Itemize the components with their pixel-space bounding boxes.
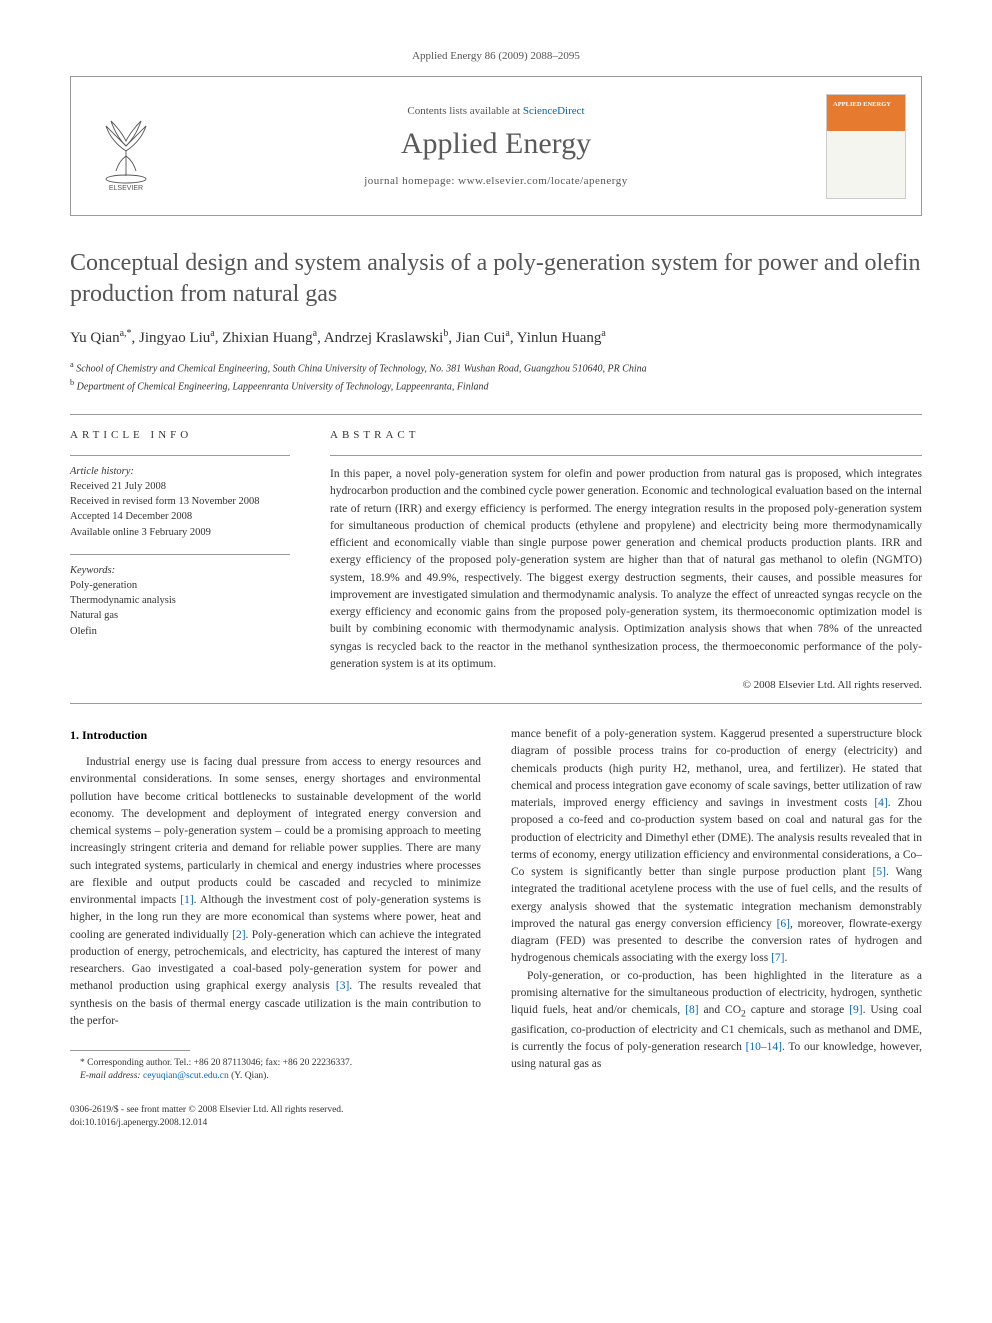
divider-info [70,455,290,456]
corresponding-author-footnote: * Corresponding author. Tel.: +86 20 871… [70,1057,481,1084]
corr-line-2: E-mail address: ceyuqian@scut.edu.cn (Y.… [70,1070,481,1083]
cover-thumb-cell: APPLIED ENERGY [811,77,921,215]
affiliations: a School of Chemistry and Chemical Engin… [70,359,922,394]
footnote-rule [70,1050,190,1051]
elsevier-tree-icon: ELSEVIER [91,101,161,191]
keyword: Natural gas [70,608,290,623]
corr-author-name: (Y. Qian). [231,1071,269,1081]
affil-sup: b [70,378,74,387]
abstract-heading: ABSTRACT [330,429,922,441]
article-history-block: Article history: Received 21 July 2008 R… [70,466,290,540]
issn-line: 0306-2619/$ - see front matter © 2008 El… [70,1104,481,1117]
divider-bottom [70,703,922,704]
sciencedirect-link[interactable]: ScienceDirect [523,105,585,117]
article-info-column: ARTICLE INFO Article history: Received 2… [70,429,290,691]
citation-link[interactable]: [5] [873,866,886,878]
article-title: Conceptual design and system analysis of… [70,248,922,310]
divider-abstract [330,455,922,456]
history-line: Available online 3 February 2009 [70,525,290,540]
intro-paragraph-2: mance benefit of a poly-generation syste… [511,726,922,968]
meta-and-abstract-row: ARTICLE INFO Article history: Received 2… [70,429,922,691]
citation-link[interactable]: [9] [849,1004,862,1016]
keywords-block: Keywords: Poly-generation Thermodynamic … [70,565,290,639]
affil-sup: a [70,360,74,369]
citation-link[interactable]: [8] [685,1004,698,1016]
citation-link[interactable]: [6] [777,918,790,930]
corr-line-1: * Corresponding author. Tel.: +86 20 871… [70,1057,481,1070]
citation-link[interactable]: [1] [180,894,193,906]
authors-line: Yu Qiana,*, Jingyao Liua, Zhixian Huanga… [70,328,922,347]
citation-link[interactable]: [4] [874,797,887,809]
abstract-column: ABSTRACT In this paper, a novel poly-gen… [330,429,922,691]
contents-prefix: Contents lists available at [407,105,522,117]
history-line: Received in revised form 13 November 200… [70,494,290,509]
journal-reference: Applied Energy 86 (2009) 2088–2095 [70,50,922,62]
abstract-copyright: © 2008 Elsevier Ltd. All rights reserved… [330,679,922,691]
abstract-text: In this paper, a novel poly-generation s… [330,466,922,673]
keyword: Thermodynamic analysis [70,593,290,608]
corresponding-email-link[interactable]: ceyuqian@scut.edu.cn [143,1071,229,1081]
article-info-heading: ARTICLE INFO [70,429,290,441]
journal-homepage: journal homepage: www.elsevier.com/locat… [364,175,628,187]
intro-paragraph-3: Poly-generation, or co-production, has b… [511,968,922,1074]
doi-line: doi:10.1016/j.apenergy.2008.12.014 [70,1117,481,1130]
citation-link[interactable]: [3] [336,980,349,992]
citation-link[interactable]: [2] [232,929,245,941]
citation-link[interactable]: [10–14] [746,1041,782,1053]
body-two-column: 1. Introduction Industrial energy use is… [70,726,922,1130]
body-column-right: mance benefit of a poly-generation syste… [511,726,922,1130]
divider-top [70,414,922,415]
divider-keywords [70,554,290,555]
citation-link[interactable]: [7] [771,952,784,964]
affiliation-a: a School of Chemistry and Chemical Engin… [70,359,922,376]
keywords-heading: Keywords: [70,565,290,576]
keyword: Olefin [70,624,290,639]
page-container: Applied Energy 86 (2009) 2088–2095 ELSEV… [0,0,992,1170]
affiliation-b: b Department of Chemical Engineering, La… [70,377,922,394]
affil-text: School of Chemistry and Chemical Enginee… [76,364,646,375]
section-1-heading: 1. Introduction [70,726,481,744]
intro-paragraph-1: Industrial energy use is facing dual pre… [70,754,481,1030]
page-footer: 0306-2619/$ - see front matter © 2008 El… [70,1104,481,1131]
publisher-logo-cell: ELSEVIER [71,77,181,215]
email-label: E-mail address: [80,1071,141,1081]
header-center: Contents lists available at ScienceDirec… [181,77,811,215]
contents-available-line: Contents lists available at ScienceDirec… [407,105,584,117]
keyword: Poly-generation [70,578,290,593]
journal-cover-thumbnail: APPLIED ENERGY [826,94,906,199]
history-heading: Article history: [70,466,290,477]
publisher-name: ELSEVIER [109,185,143,191]
journal-header-box: ELSEVIER Contents lists available at Sci… [70,76,922,216]
journal-name: Applied Energy [401,127,591,161]
history-line: Received 21 July 2008 [70,479,290,494]
cover-title-text: APPLIED ENERGY [833,101,899,109]
body-column-left: 1. Introduction Industrial energy use is… [70,726,481,1130]
history-line: Accepted 14 December 2008 [70,509,290,524]
affil-text: Department of Chemical Engineering, Lapp… [77,381,489,392]
